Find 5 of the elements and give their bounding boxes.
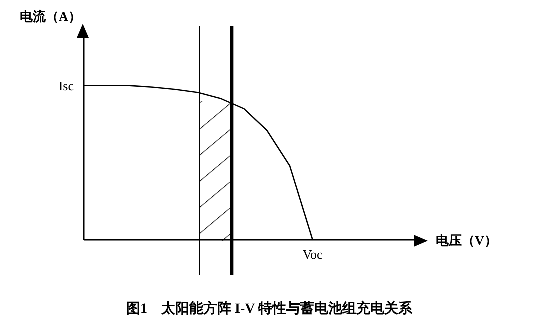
x-axis-title: 电压（V） (436, 232, 498, 250)
text: Voc (302, 247, 324, 262)
y-axis-title: 电流（A） (20, 8, 82, 26)
text: Isc (58, 78, 74, 94)
text: 图1 太阳能方阵 I-V 特性与蓄电池组充电关系 (126, 300, 414, 318)
